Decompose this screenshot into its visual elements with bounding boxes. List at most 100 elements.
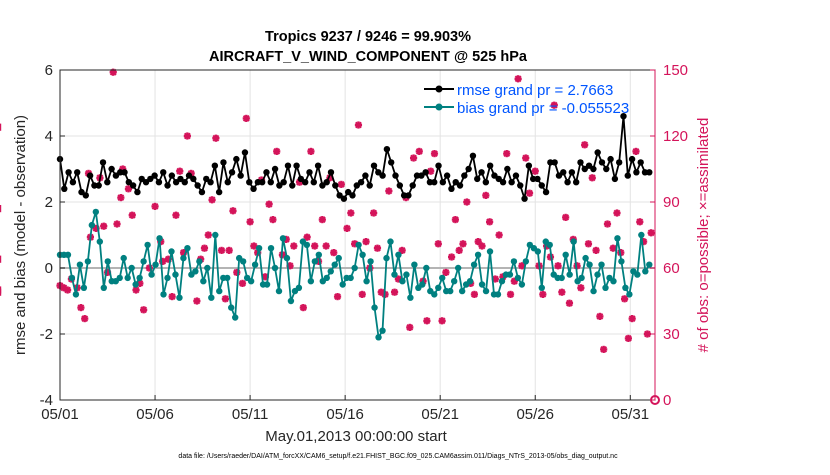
rmse-point: [332, 182, 339, 189]
obs-point-stroke: [183, 132, 191, 140]
rmse-point: [99, 159, 107, 166]
y-right-tick-label: 90: [663, 194, 680, 211]
rmse-point: [538, 182, 545, 189]
bias-point: [506, 271, 514, 278]
obs-point: [434, 240, 442, 248]
obs-point-stroke: [471, 290, 478, 298]
obs-point: [620, 295, 629, 303]
rmse-point: [443, 172, 451, 179]
obs-point: [482, 191, 490, 199]
obs-point-stroke: [613, 209, 621, 217]
obs-point: [455, 246, 463, 254]
obs-point-stroke: [609, 244, 617, 252]
obs-point: [628, 315, 636, 323]
obs-point: [354, 121, 363, 129]
obs-point: [558, 288, 566, 296]
rmse-point: [241, 149, 249, 156]
chart-title-line2: AIRCRAFT_V_WIND_COMPONENT @ 525 hPa: [209, 49, 528, 65]
obs-point: [459, 240, 467, 248]
rmse-point: [461, 172, 468, 179]
rmse-point: [155, 179, 163, 186]
bias-point: [76, 261, 84, 268]
rmse-point: [551, 159, 558, 166]
obs-point: [311, 242, 319, 250]
bias-point: [80, 284, 88, 291]
y-left-tick-label: -4: [40, 392, 53, 409]
bias-point: [634, 271, 641, 278]
rmse-point: [615, 159, 623, 166]
bias-point: [148, 271, 155, 278]
rmse-point: [362, 172, 369, 179]
obs-point-stroke: [307, 147, 315, 155]
rmse-point: [349, 192, 356, 199]
obs-point: [463, 198, 471, 206]
obs-point: [77, 304, 85, 312]
rmse-point: [104, 179, 111, 186]
bias-point: [622, 284, 629, 291]
obs-point-stroke: [562, 213, 570, 221]
bias-point: [251, 261, 259, 268]
obs-point-stroke: [643, 330, 651, 338]
rmse-point: [478, 169, 485, 176]
obs-point-stroke: [250, 242, 258, 250]
bias-point: [367, 258, 374, 265]
rmse-point: [607, 155, 614, 163]
bias-point: [168, 248, 175, 255]
obs-point: [193, 297, 201, 305]
rmse-point: [228, 169, 236, 176]
bias-series: [56, 208, 653, 341]
obs-point-stroke: [151, 202, 159, 210]
obs-point: [636, 218, 644, 226]
obs-point: [172, 211, 180, 219]
bias-point: [403, 271, 410, 278]
rmse-point: [646, 169, 653, 176]
data-file-footer: data file: /Users/raeder/DAI/ATM_forcXX/…: [178, 453, 618, 460]
obs-point-stroke: [394, 275, 402, 283]
bias-point: [439, 274, 446, 282]
bias-point: [482, 287, 490, 295]
bias-point: [478, 281, 486, 288]
bias-point: [311, 258, 319, 265]
obs-point: [362, 238, 370, 246]
y-right-tick-label: 30: [663, 326, 680, 343]
bias-point: [224, 274, 231, 282]
rmse-point: [620, 113, 627, 120]
bias-point: [522, 258, 530, 265]
obs-point: [423, 317, 431, 325]
bias-point: [626, 291, 633, 298]
chart-title-line1: Tropics 9237 / 9246 = 99.903%: [265, 29, 471, 45]
bias-point: [172, 271, 179, 278]
obs-point-stroke: [385, 187, 393, 195]
bias-point: [212, 231, 219, 239]
x-tick-label: 05/01: [41, 406, 79, 423]
obs-point-stroke: [581, 141, 589, 149]
obs-point: [451, 216, 459, 224]
x-tick-label: 05/21: [421, 406, 459, 423]
rmse-point: [572, 179, 580, 186]
bias-point: [375, 334, 382, 341]
obs-point: [373, 244, 382, 252]
obs-point: [128, 211, 136, 219]
bias-point: [466, 278, 474, 285]
obs-point-stroke: [128, 211, 136, 219]
obs-point: [140, 306, 148, 314]
bias-point: [64, 251, 72, 258]
rmse-point: [237, 172, 244, 179]
rmse-point: [289, 182, 296, 189]
rmse-point: [65, 169, 72, 176]
bias-point: [562, 251, 569, 258]
rmse-point: [306, 169, 313, 176]
bias-point: [546, 241, 553, 249]
bias-point: [228, 304, 235, 311]
rmse-point: [486, 162, 494, 169]
rmse-point: [568, 169, 576, 176]
obs-point-stroke: [632, 147, 640, 155]
legend-rmse-marker: [435, 85, 443, 93]
obs-point: [470, 290, 479, 298]
bias-point: [383, 254, 390, 262]
obs-point: [398, 246, 406, 254]
bias-point: [646, 261, 653, 268]
rmse-point: [168, 172, 176, 179]
bias-point: [411, 261, 418, 268]
obs-point: [113, 220, 121, 228]
